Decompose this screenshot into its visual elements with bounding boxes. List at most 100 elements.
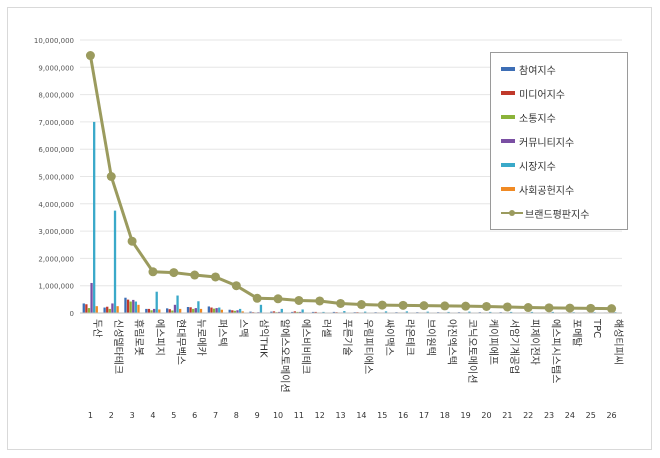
x-tick-label: 서암기계공업	[508, 319, 521, 374]
legend-item-communication: 소통지수	[501, 110, 556, 125]
bar	[147, 308, 151, 313]
bar	[298, 311, 302, 313]
bar	[272, 311, 276, 313]
bar	[103, 307, 106, 313]
legend-swatch	[501, 115, 515, 119]
y-tick-label: 7,000,000	[38, 119, 74, 127]
bar	[405, 311, 409, 313]
rank-label: 13	[335, 411, 345, 420]
line-point	[190, 270, 200, 280]
line-point	[461, 301, 471, 311]
legend-item-brand-reputation: 브랜드평판지수	[501, 206, 589, 221]
bar	[150, 310, 153, 313]
line-point	[294, 295, 304, 305]
rank-label: 15	[377, 411, 387, 420]
bar	[152, 308, 156, 313]
line-point	[127, 236, 137, 246]
bar	[530, 311, 534, 313]
bar	[126, 299, 130, 313]
y-tick-label: 0	[70, 310, 74, 318]
x-tick-label: 브이원텍	[424, 319, 436, 356]
rank-label: 3	[130, 411, 135, 420]
x-tick-label: 현대무벡스	[174, 319, 186, 365]
rank-label: 25	[586, 411, 596, 420]
bar	[132, 299, 135, 313]
bar	[270, 311, 273, 313]
line-point	[273, 294, 283, 304]
bar	[106, 306, 109, 313]
bar	[215, 308, 218, 313]
legend-item-social: 사회공헌지수	[501, 182, 575, 197]
bar	[93, 121, 96, 314]
x-tick-label: 삼익THK	[258, 319, 270, 358]
bar	[364, 311, 367, 313]
bar	[280, 308, 283, 313]
bar	[197, 301, 200, 313]
legend-label: 미디어지수	[519, 89, 565, 101]
bar	[207, 306, 210, 313]
y-tick-label: 3,000,000	[38, 228, 74, 236]
line-point	[565, 303, 575, 313]
x-tick-label: 아진엑스텍	[445, 319, 457, 365]
bar	[155, 291, 158, 313]
rank-label: 4	[150, 411, 155, 420]
rank-label: 5	[171, 411, 176, 420]
rank-label: 6	[192, 411, 197, 420]
rank-label: 12	[315, 411, 325, 420]
line-point	[440, 301, 450, 311]
legend-label: 참여지수	[519, 65, 556, 77]
bar	[509, 311, 513, 313]
x-tick-label: 휴림로봇	[133, 319, 145, 356]
rank-label: 11	[294, 411, 304, 420]
rank-label: 24	[565, 411, 575, 420]
x-tick-label: 우림피티에스	[362, 319, 374, 374]
line-point	[211, 272, 220, 282]
line-point	[502, 302, 512, 312]
legend-swatch	[501, 187, 515, 191]
bar	[291, 311, 294, 313]
legend-label: 사회공헌지수	[519, 185, 575, 197]
bar	[551, 311, 554, 313]
line-point	[523, 303, 533, 313]
rank-label: 9	[255, 411, 260, 420]
legend: 참여지수 미디어지수 소통지수 커뮤니티지수 시장지수 사회공헌지수 브랜드평판…	[490, 52, 628, 230]
legend-item-community: 커뮤니티지수	[501, 134, 574, 149]
bar	[447, 311, 450, 313]
x-tick-label: 라온테크	[404, 319, 416, 356]
legend-label: 소통지수	[519, 113, 556, 125]
x-tick-label: 코닉오토메이션	[466, 319, 478, 383]
legend-item-market: 시장지수	[501, 158, 556, 173]
reputation-line	[85, 51, 617, 314]
bar	[311, 311, 315, 313]
rank-label: 14	[356, 411, 366, 420]
bar	[134, 301, 138, 313]
x-tick-label: 스맥	[237, 319, 249, 337]
y-tick-label: 8,000,000	[38, 92, 74, 100]
bar	[82, 303, 85, 313]
bar	[171, 310, 174, 313]
bars	[82, 121, 620, 314]
y-tick-label: 5,000,000	[38, 174, 74, 182]
bar	[233, 310, 237, 313]
bar	[173, 304, 177, 313]
rank-label: 22	[523, 411, 533, 420]
x-tick-label: 러셀	[320, 319, 332, 337]
x-tick-label: 케이피에프	[487, 319, 499, 365]
bar	[384, 311, 388, 313]
bar	[343, 311, 346, 313]
rank-label: 7	[213, 411, 218, 420]
bar	[249, 311, 252, 313]
bar	[111, 303, 114, 313]
y-tick-label: 10,000,000	[34, 37, 74, 45]
y-tick-label: 2,000,000	[38, 255, 74, 263]
bar	[179, 308, 182, 313]
bar	[212, 308, 216, 313]
y-axis-ticks: 0 1,000,000 2,000,000 3,000,000 4,000,000 5,0…	[34, 37, 74, 318]
bar	[210, 307, 213, 313]
rank-label: 2	[109, 411, 114, 420]
bar	[95, 306, 98, 313]
bar	[301, 309, 304, 313]
bar	[129, 301, 132, 313]
bar	[166, 308, 169, 313]
line-point	[377, 300, 387, 310]
